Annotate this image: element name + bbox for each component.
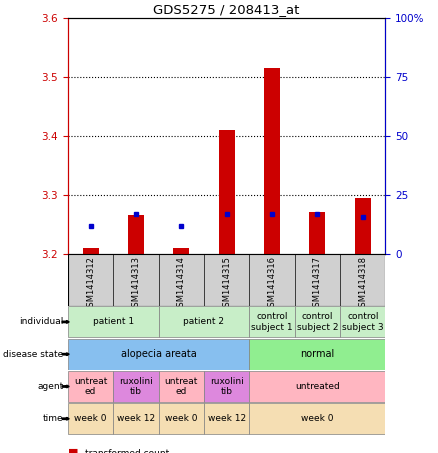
Text: transformed count: transformed count (85, 449, 170, 453)
Text: ruxolini
tib: ruxolini tib (210, 377, 244, 396)
Text: control
subject 3: control subject 3 (342, 312, 384, 332)
Bar (113, 371, 159, 402)
Bar (83, 248, 99, 254)
Bar (355, 198, 371, 254)
Text: untreat
ed: untreat ed (165, 377, 198, 396)
Bar (204, 403, 249, 434)
Bar (159, 371, 204, 402)
Bar (264, 68, 280, 254)
Bar (219, 130, 235, 254)
Text: GSM1414317: GSM1414317 (313, 256, 322, 312)
Bar (310, 212, 325, 254)
Text: ruxolini
tib: ruxolini tib (119, 377, 153, 396)
Bar (249, 403, 385, 434)
Bar (68, 306, 159, 337)
Text: individual: individual (19, 318, 64, 327)
Bar (68, 339, 249, 370)
Bar (295, 306, 340, 337)
Text: time: time (43, 414, 64, 423)
Text: control
subject 1: control subject 1 (251, 312, 293, 332)
Bar (249, 339, 385, 370)
Text: week 12: week 12 (208, 414, 246, 423)
Bar (159, 403, 204, 434)
Text: untreated: untreated (295, 382, 340, 391)
Text: week 0: week 0 (74, 414, 107, 423)
Bar (128, 216, 144, 254)
Bar (113, 403, 159, 434)
Text: alopecia areata: alopecia areata (121, 349, 197, 359)
Bar (340, 306, 385, 337)
Bar (159, 306, 249, 337)
Bar (68, 403, 113, 434)
Text: week 0: week 0 (165, 414, 198, 423)
Text: week 12: week 12 (117, 414, 155, 423)
Text: ■: ■ (68, 447, 78, 453)
Text: week 0: week 0 (301, 414, 334, 423)
Bar (249, 306, 295, 337)
Text: untreat
ed: untreat ed (74, 377, 107, 396)
Text: normal: normal (300, 349, 335, 359)
Text: patient 1: patient 1 (93, 318, 134, 327)
Text: patient 2: patient 2 (184, 318, 225, 327)
Text: disease state: disease state (3, 350, 64, 359)
Text: agent: agent (37, 382, 64, 391)
Text: control
subject 2: control subject 2 (297, 312, 338, 332)
Bar (249, 371, 385, 402)
Text: GSM1414314: GSM1414314 (177, 256, 186, 312)
Bar (173, 248, 189, 254)
Text: GSM1414318: GSM1414318 (358, 256, 367, 312)
Text: GSM1414316: GSM1414316 (268, 256, 276, 312)
Title: GDS5275 / 208413_at: GDS5275 / 208413_at (153, 3, 300, 15)
Text: GSM1414312: GSM1414312 (86, 256, 95, 312)
Text: GSM1414313: GSM1414313 (131, 256, 141, 312)
Bar (68, 371, 113, 402)
Bar (204, 371, 249, 402)
Text: GSM1414315: GSM1414315 (222, 256, 231, 312)
